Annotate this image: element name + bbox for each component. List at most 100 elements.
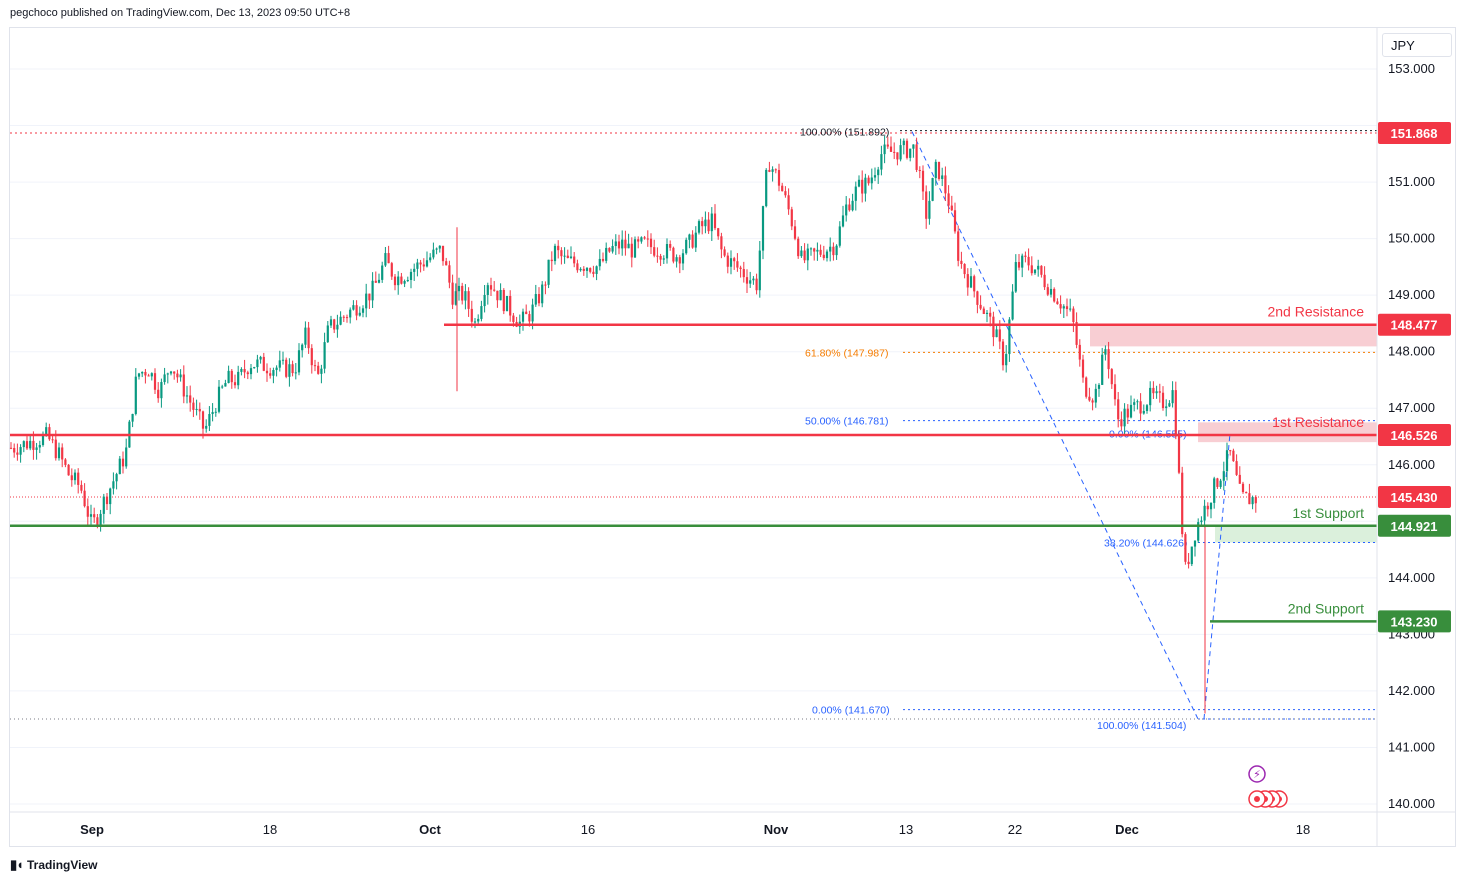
candle-body — [1001, 341, 1005, 366]
candle-body — [249, 368, 253, 375]
fib-label: 100.00% (141.504) — [1097, 720, 1186, 732]
candle-body — [630, 243, 633, 258]
candle-body — [742, 269, 745, 278]
candle-body — [1200, 520, 1203, 523]
time-axis: Sep 18 Oct 16 Nov 13 22 Dec 18 — [10, 811, 1455, 837]
candle-body — [61, 447, 64, 460]
candle-body — [969, 276, 973, 288]
candle-body — [243, 369, 246, 373]
fib-label: 50.00% (146.781) — [805, 416, 888, 428]
candle-body — [368, 293, 371, 301]
candle-body — [1203, 505, 1206, 521]
candle-body — [739, 267, 742, 270]
candle-body — [941, 175, 944, 179]
candle-body — [86, 506, 89, 517]
time-tick-label: Oct — [419, 822, 441, 837]
price-tick-label: 141.000 — [1388, 739, 1435, 754]
candle-body — [1049, 288, 1053, 295]
price-badge-label: 144.921 — [1391, 519, 1438, 534]
candle-body — [589, 268, 592, 272]
economic-event-dot — [1254, 796, 1260, 802]
candle-body — [934, 161, 937, 179]
candle-body — [1069, 308, 1072, 310]
candle-body — [393, 276, 397, 286]
candle-body — [1117, 399, 1120, 420]
candle-body — [80, 484, 83, 491]
candle-body — [83, 490, 86, 507]
candle-body — [262, 356, 265, 371]
candle-body — [67, 464, 70, 476]
chart-frame[interactable] — [9, 27, 1456, 847]
candle-body — [880, 154, 883, 170]
candle-body — [544, 284, 547, 286]
candle-body — [982, 308, 985, 314]
candle-body — [793, 226, 797, 239]
candle-body — [640, 237, 643, 242]
candle-body — [915, 144, 918, 170]
candle-body — [246, 372, 249, 375]
candle-body — [419, 262, 422, 265]
candle-body — [112, 481, 115, 489]
candle-body — [125, 447, 128, 467]
fibonacci-lines: 100.00% (151.892) 61.80% (147.987) 50.00% … — [10, 127, 1377, 732]
candle-body — [1152, 387, 1155, 394]
candle-body — [29, 440, 32, 449]
candle-body — [1043, 274, 1046, 288]
candle-body — [541, 284, 544, 304]
candle-body — [224, 383, 227, 387]
candle-body — [854, 186, 857, 201]
level-label: 1st Resistance — [1272, 414, 1364, 430]
candle-body — [1129, 404, 1133, 418]
candle-body — [653, 247, 656, 256]
candle-body — [448, 265, 451, 283]
candle-body — [893, 151, 896, 153]
candle-body — [445, 261, 448, 266]
candle-body — [173, 371, 176, 374]
currency-selector[interactable]: JPY — [1382, 33, 1452, 57]
candle-body — [1241, 483, 1245, 493]
candle-body — [339, 316, 342, 325]
candle-body — [883, 144, 886, 155]
candle-body — [201, 411, 205, 429]
candle-body — [470, 308, 473, 322]
candle-body — [1005, 354, 1008, 366]
candle-body — [361, 308, 365, 313]
candle-body — [1251, 497, 1254, 505]
candle-body — [345, 317, 349, 319]
time-tick-label: 16 — [581, 822, 595, 837]
candle-body — [579, 268, 582, 271]
candle-body — [877, 169, 880, 176]
candle-body — [489, 285, 493, 290]
candle-body — [1184, 534, 1187, 562]
candle-body — [1040, 265, 1043, 275]
candle-body — [153, 373, 157, 390]
candle-body — [473, 321, 477, 323]
candle-body — [160, 382, 163, 399]
candle-body — [928, 200, 931, 219]
candle-body — [909, 148, 912, 158]
candle-body — [150, 373, 153, 377]
candle-body — [534, 294, 537, 305]
candle-body — [288, 364, 291, 377]
candle-body — [825, 251, 829, 259]
candle-body — [912, 144, 915, 149]
candle-body — [166, 373, 169, 375]
candle-body — [115, 474, 118, 482]
price-tick-label: 150.000 — [1388, 231, 1435, 246]
candle-body — [1091, 400, 1094, 403]
candle-body — [857, 179, 861, 187]
candle-body — [1190, 546, 1193, 565]
candle-body — [1126, 408, 1129, 418]
candle-body — [729, 258, 733, 267]
candle-body — [137, 373, 141, 377]
candle-body — [387, 253, 390, 264]
candle-body — [403, 281, 406, 284]
candle-body — [329, 319, 333, 326]
candle-body — [118, 458, 121, 475]
candle-body — [1027, 256, 1030, 266]
candle-body — [157, 389, 160, 399]
candle-body — [937, 161, 941, 179]
price-tick-label: 149.000 — [1388, 287, 1435, 302]
candle-body — [342, 316, 345, 318]
